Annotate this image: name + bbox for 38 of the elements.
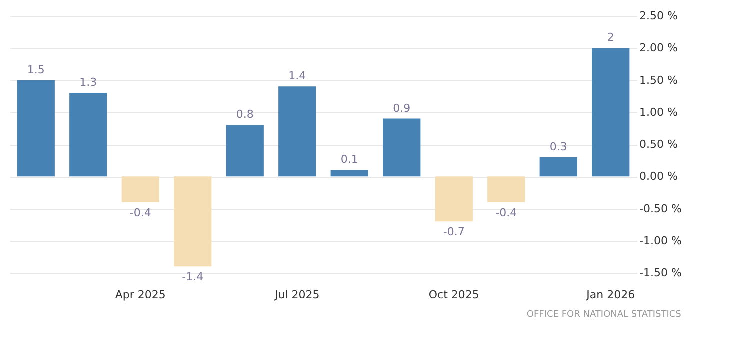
data-label: -0.4 [496,206,518,220]
y-tick-label: 1.00 % [640,106,678,119]
y-tick-label: -0.50 % [640,202,682,216]
data-label: 2 [607,31,614,44]
bar [278,86,316,177]
bar [122,176,160,202]
x-tick-label: Jul 2025 [274,288,320,302]
bar [330,170,368,177]
bar [226,125,264,177]
y-tick-label: -1.50 % [640,266,682,280]
bar [488,176,526,202]
data-label: 1.3 [80,76,98,90]
data-label: 0.3 [550,140,568,154]
text: OFFICE FOR NATIONAL STATISTICS [526,310,682,320]
y-tick-label: -1.00 % [640,234,682,248]
y-tick-label: 2.00 % [640,42,678,55]
bar [435,176,473,222]
y-tick-label: 0.50 % [640,138,678,151]
x-tick-label: Jan 2026 [586,288,636,302]
data-label: 1.4 [288,70,306,83]
bar [540,157,578,177]
bar [174,176,212,267]
data-label: -1.4 [182,270,204,284]
data-label: 0.9 [393,102,411,115]
x-tick-label: Apr 2025 [115,288,166,302]
bar [383,118,421,177]
y-tick-label: 2.50 % [640,10,678,22]
data-label: 0.1 [340,153,358,166]
bar [17,80,55,177]
data-label: 1.5 [27,63,45,76]
y-tick-label: 0.00 % [640,170,678,184]
x-tick-label: Oct 2025 [428,288,480,302]
y-tick-label: 1.50 % [640,74,678,87]
bar [592,48,630,177]
data-label: -0.7 [443,226,465,239]
data-label: -0.4 [130,206,152,220]
bar [70,93,108,177]
data-label: 0.8 [236,108,254,122]
